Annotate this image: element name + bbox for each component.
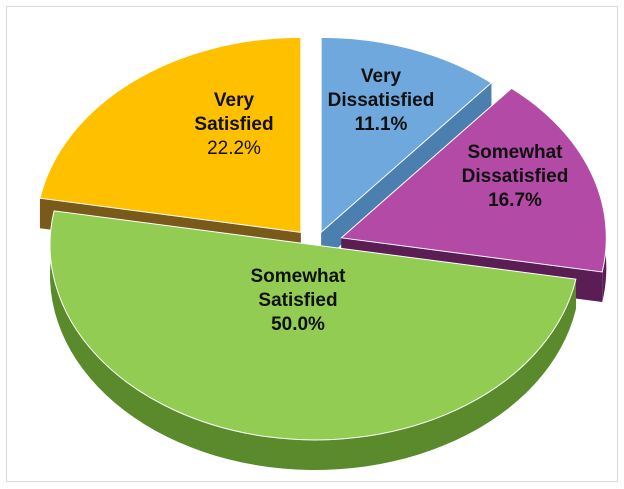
pie-slice-cut-0-1 — [321, 82, 492, 263]
pie-label-0: Very Dissatisfied 11.1% — [328, 66, 435, 135]
pie-label-2: Somewhat Satisfied 50.0% — [250, 266, 346, 335]
pie-label-3: Very Satisfied 22.2% — [194, 90, 273, 159]
pie-tops — [39, 36, 607, 441]
pie-slice-3 — [39, 36, 302, 233]
pie-label-1: Somewhat Dissatisfied 16.7% — [462, 142, 569, 211]
pie-slice-0 — [320, 36, 493, 234]
pie-slice-2 — [49, 210, 577, 441]
pie-slice-1 — [340, 87, 607, 273]
